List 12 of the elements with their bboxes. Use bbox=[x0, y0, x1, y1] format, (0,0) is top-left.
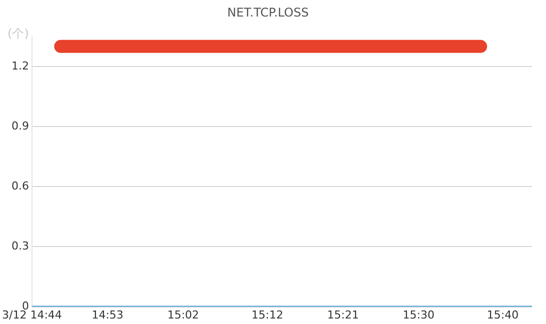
x-tick-label: 15:12 bbox=[252, 308, 284, 322]
chart-title: NET.TCP.LOSS bbox=[227, 5, 309, 20]
y-tick-label: 0.3 bbox=[11, 240, 29, 253]
x-tick-label: 3/12 14:44 bbox=[2, 308, 62, 322]
y-tick-label: 0.6 bbox=[11, 179, 29, 192]
x-tick-label: 15:21 bbox=[327, 308, 359, 322]
x-tick-label: 14:53 bbox=[92, 308, 124, 322]
y-tick-label: 0.9 bbox=[11, 119, 29, 132]
x-tick-label: 15:30 bbox=[402, 308, 434, 322]
y-tick-label: 1.2 bbox=[11, 59, 29, 72]
x-tick-label: 15:02 bbox=[167, 308, 200, 322]
x-tick-label: 15:40 bbox=[486, 308, 519, 322]
